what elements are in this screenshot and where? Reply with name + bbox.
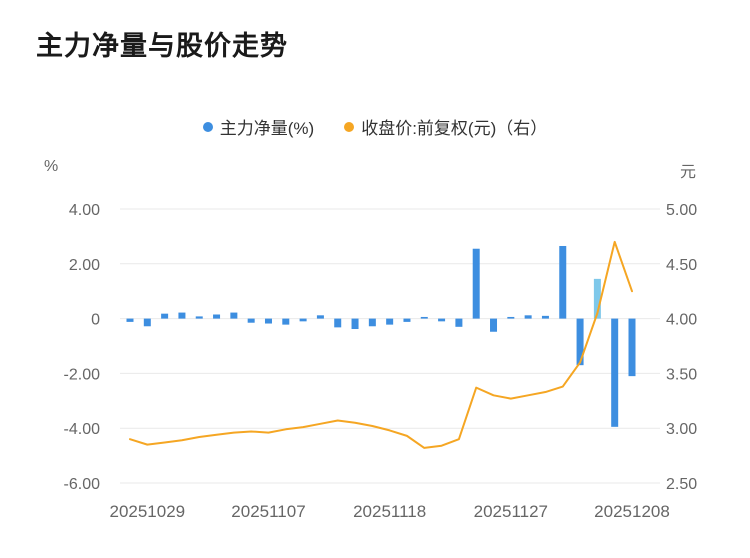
bar-main-net-volume[interactable] [334, 318, 342, 328]
bar-main-net-volume[interactable] [126, 318, 134, 322]
legend-item-main-net-volume[interactable]: 主力净量(%) [202, 114, 315, 139]
page-title: 主力净量与股价走势 [36, 31, 288, 61]
right-axis-tick-label: 3.50 [666, 366, 697, 383]
bar-main-net-volume[interactable] [524, 315, 532, 319]
left-axis-tick-label: 0 [91, 312, 100, 329]
bar-main-net-volume[interactable] [541, 315, 549, 319]
right-axis-tick-label: 4.50 [666, 257, 697, 274]
right-axis-tick-label: 2.50 [666, 476, 697, 493]
legend-label-close-price: 收盘价:前复权(元)（右） [361, 119, 548, 138]
line-close-price [129, 240, 633, 449]
chart-legend: 主力净量(%) 收盘价:前复权(元)（右） [0, 114, 750, 139]
x-axis-tick-label: 20251127 [474, 502, 548, 521]
x-axis-tick-label: 20251118 [353, 502, 426, 521]
bar-main-net-volume[interactable] [368, 318, 376, 327]
bar-main-net-volume[interactable] [576, 318, 584, 366]
bar-main-net-volume[interactable] [593, 278, 601, 319]
bar-main-net-volume[interactable] [386, 318, 394, 325]
bar-main-net-volume[interactable] [161, 313, 169, 319]
x-axis-tick-label: 20251029 [109, 502, 185, 521]
left-axis-tick-label: -2.00 [64, 366, 101, 383]
bar-main-net-volume[interactable] [351, 318, 359, 330]
right-axis-tick-label: 5.00 [666, 202, 697, 219]
legend-marker-orange-icon [344, 121, 355, 132]
x-axis-tick-label: 20251107 [231, 502, 305, 521]
right-axis-tick-label: 4.00 [666, 312, 697, 329]
bar-main-net-volume[interactable] [455, 318, 463, 327]
legend-marker-blue-icon [202, 121, 213, 132]
bar-main-net-volume[interactable] [403, 318, 411, 322]
bar-main-net-volume[interactable] [230, 312, 238, 319]
bar-main-net-volume[interactable] [213, 314, 221, 319]
x-axis-tick-label: 20251208 [594, 502, 670, 521]
right-axis-unit: 元 [679, 164, 696, 181]
bar-main-net-volume[interactable] [438, 318, 446, 322]
left-axis-tick-label: -4.00 [64, 421, 101, 438]
bar-main-net-volume[interactable] [490, 318, 498, 332]
right-axis-tick-label: 3.00 [666, 421, 697, 438]
legend-label-main-net-volume: 主力净量(%) [219, 119, 315, 138]
bar-main-net-volume[interactable] [299, 318, 307, 322]
left-axis-tick-label: 4.00 [69, 202, 100, 219]
left-axis-tick-label: 2.00 [69, 257, 100, 274]
bar-main-net-volume[interactable] [143, 318, 151, 327]
bar-main-net-volume[interactable] [195, 316, 203, 319]
legend-item-close-price[interactable]: 收盘价:前复权(元)（右） [344, 114, 547, 139]
bar-main-net-volume[interactable] [559, 245, 567, 319]
bar-main-net-volume[interactable] [264, 318, 272, 324]
bar-main-net-volume[interactable] [178, 312, 186, 319]
bar-main-net-volume[interactable] [472, 248, 480, 319]
bar-main-net-volume[interactable] [282, 318, 290, 325]
bar-main-net-volume[interactable] [247, 318, 255, 323]
left-axis-tick-label: -6.00 [64, 476, 101, 493]
bar-main-net-volume[interactable] [507, 316, 515, 319]
left-axis-unit: % [44, 158, 59, 175]
bar-main-net-volume[interactable] [316, 315, 324, 319]
bar-main-net-volume[interactable] [628, 318, 636, 377]
bar-main-net-volume[interactable] [420, 316, 428, 319]
bar-main-net-volume[interactable] [611, 318, 619, 427]
